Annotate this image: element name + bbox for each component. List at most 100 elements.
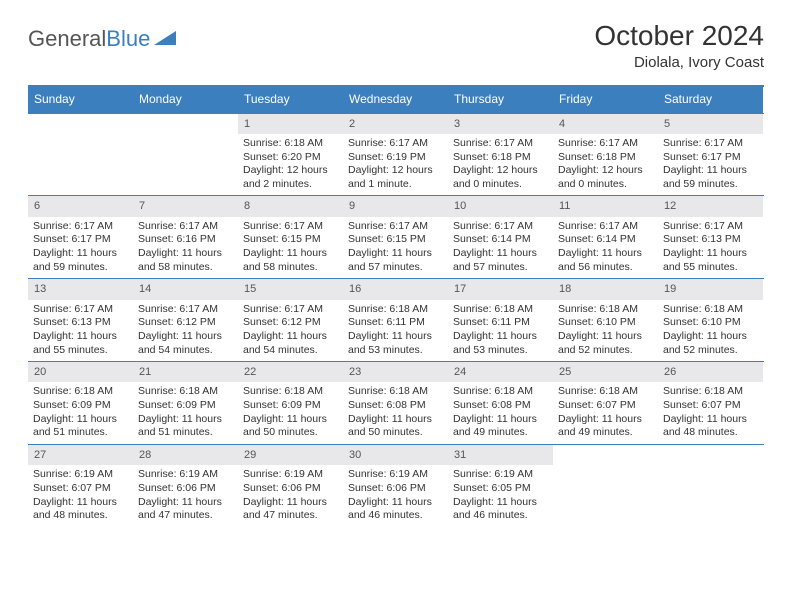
day-text-line: Daylight: 11 hours <box>138 496 233 510</box>
day-text-line: Sunrise: 6:18 AM <box>348 303 443 317</box>
day-text-line: Sunrise: 6:18 AM <box>243 385 338 399</box>
day-text-line: Sunset: 6:18 PM <box>453 151 548 165</box>
day-cell: Sunrise: 6:17 AMSunset: 6:18 PMDaylight:… <box>448 134 553 196</box>
day-text-line: Daylight: 11 hours <box>243 413 338 427</box>
day-text-line: Daylight: 11 hours <box>348 413 443 427</box>
day-number: 29 <box>238 445 343 465</box>
day-text-line: Sunset: 6:13 PM <box>663 233 758 247</box>
day-cell <box>553 465 658 527</box>
day-text-line: Daylight: 11 hours <box>33 247 128 261</box>
day-number: 27 <box>28 445 133 465</box>
day-cell: Sunrise: 6:17 AMSunset: 6:18 PMDaylight:… <box>553 134 658 196</box>
weekday-header-row: SundayMondayTuesdayWednesdayThursdayFrid… <box>28 87 764 113</box>
day-body-row: Sunrise: 6:17 AMSunset: 6:13 PMDaylight:… <box>28 300 764 362</box>
day-cell: Sunrise: 6:17 AMSunset: 6:12 PMDaylight:… <box>238 300 343 362</box>
day-text-line: and 53 minutes. <box>348 344 443 358</box>
day-text-line: Sunrise: 6:17 AM <box>348 220 443 234</box>
header: GeneralBlue October 2024 Diolala, Ivory … <box>28 20 764 71</box>
day-text-line: and 54 minutes. <box>138 344 233 358</box>
day-text-line: and 47 minutes. <box>243 509 338 523</box>
day-number: 7 <box>133 196 238 216</box>
day-cell: Sunrise: 6:17 AMSunset: 6:13 PMDaylight:… <box>28 300 133 362</box>
month-title: October 2024 <box>594 20 764 52</box>
day-text-line: and 58 minutes. <box>138 261 233 275</box>
day-text-line: Daylight: 11 hours <box>243 330 338 344</box>
day-cell: Sunrise: 6:18 AMSunset: 6:07 PMDaylight:… <box>553 382 658 444</box>
day-text-line: Sunrise: 6:18 AM <box>33 385 128 399</box>
daynum-row: 2728293031 <box>28 444 764 465</box>
day-body-row: Sunrise: 6:18 AMSunset: 6:09 PMDaylight:… <box>28 382 764 444</box>
day-text-line: Sunrise: 6:17 AM <box>453 137 548 151</box>
day-text-line: Sunrise: 6:17 AM <box>453 220 548 234</box>
day-text-line: Sunrise: 6:19 AM <box>348 468 443 482</box>
day-text-line: Sunrise: 6:17 AM <box>138 220 233 234</box>
day-text-line: and 50 minutes. <box>348 426 443 440</box>
day-text-line: and 46 minutes. <box>453 509 548 523</box>
day-cell: Sunrise: 6:18 AMSunset: 6:11 PMDaylight:… <box>448 300 553 362</box>
day-text-line: and 55 minutes. <box>33 344 128 358</box>
day-number: 11 <box>553 196 658 216</box>
day-text-line: Sunset: 6:13 PM <box>33 316 128 330</box>
day-text-line: Sunset: 6:12 PM <box>243 316 338 330</box>
day-text-line: Sunset: 6:09 PM <box>243 399 338 413</box>
day-text-line: Daylight: 11 hours <box>663 164 758 178</box>
day-text-line: Daylight: 11 hours <box>663 330 758 344</box>
day-text-line: Sunset: 6:18 PM <box>558 151 653 165</box>
day-cell: Sunrise: 6:18 AMSunset: 6:10 PMDaylight:… <box>658 300 763 362</box>
day-text-line: and 55 minutes. <box>663 261 758 275</box>
day-cell: Sunrise: 6:19 AMSunset: 6:07 PMDaylight:… <box>28 465 133 527</box>
day-cell: Sunrise: 6:19 AMSunset: 6:06 PMDaylight:… <box>133 465 238 527</box>
day-text-line: Daylight: 11 hours <box>243 247 338 261</box>
day-text-line: Daylight: 11 hours <box>33 330 128 344</box>
day-text-line: and 49 minutes. <box>558 426 653 440</box>
day-text-line: Daylight: 11 hours <box>138 330 233 344</box>
day-number: 18 <box>553 279 658 299</box>
day-text-line: Sunset: 6:11 PM <box>348 316 443 330</box>
day-text-line: Sunrise: 6:18 AM <box>663 303 758 317</box>
day-cell: Sunrise: 6:17 AMSunset: 6:14 PMDaylight:… <box>553 217 658 279</box>
day-number: 19 <box>658 279 763 299</box>
day-text-line: and 54 minutes. <box>243 344 338 358</box>
day-text-line: and 47 minutes. <box>138 509 233 523</box>
day-number <box>133 114 238 134</box>
day-text-line: and 51 minutes. <box>33 426 128 440</box>
day-text-line: and 1 minute. <box>348 178 443 192</box>
day-text-line: Sunset: 6:06 PM <box>243 482 338 496</box>
day-text-line: Daylight: 11 hours <box>453 247 548 261</box>
day-number: 12 <box>658 196 763 216</box>
daynum-row: 20212223242526 <box>28 361 764 382</box>
day-text-line: Sunrise: 6:17 AM <box>663 220 758 234</box>
day-text-line: Sunrise: 6:18 AM <box>348 385 443 399</box>
day-text-line: Sunrise: 6:19 AM <box>453 468 548 482</box>
calendar-grid: SundayMondayTuesdayWednesdayThursdayFrid… <box>28 85 764 527</box>
weekday-header: Saturday <box>658 87 763 113</box>
day-text-line: and 2 minutes. <box>243 178 338 192</box>
day-body-row: Sunrise: 6:17 AMSunset: 6:17 PMDaylight:… <box>28 217 764 279</box>
day-text-line: and 53 minutes. <box>453 344 548 358</box>
day-number: 2 <box>343 114 448 134</box>
day-number: 21 <box>133 362 238 382</box>
day-text-line: Sunrise: 6:17 AM <box>33 303 128 317</box>
day-cell: Sunrise: 6:18 AMSunset: 6:09 PMDaylight:… <box>28 382 133 444</box>
day-text-line: and 48 minutes. <box>33 509 128 523</box>
day-cell: Sunrise: 6:18 AMSunset: 6:10 PMDaylight:… <box>553 300 658 362</box>
day-text-line: Sunrise: 6:19 AM <box>33 468 128 482</box>
day-text-line: and 0 minutes. <box>558 178 653 192</box>
day-cell: Sunrise: 6:18 AMSunset: 6:11 PMDaylight:… <box>343 300 448 362</box>
day-text-line: Sunset: 6:09 PM <box>33 399 128 413</box>
weekday-header: Wednesday <box>343 87 448 113</box>
day-number: 6 <box>28 196 133 216</box>
day-text-line: Sunset: 6:16 PM <box>138 233 233 247</box>
day-text-line: and 57 minutes. <box>453 261 548 275</box>
day-cell: Sunrise: 6:18 AMSunset: 6:09 PMDaylight:… <box>238 382 343 444</box>
day-cell: Sunrise: 6:19 AMSunset: 6:05 PMDaylight:… <box>448 465 553 527</box>
day-text-line: and 59 minutes. <box>663 178 758 192</box>
daynum-row: 12345 <box>28 113 764 134</box>
day-text-line: and 57 minutes. <box>348 261 443 275</box>
day-text-line: Daylight: 11 hours <box>33 413 128 427</box>
day-text-line: Sunset: 6:17 PM <box>663 151 758 165</box>
daynum-row: 6789101112 <box>28 195 764 216</box>
day-text-line: and 58 minutes. <box>243 261 338 275</box>
day-text-line: Sunset: 6:07 PM <box>558 399 653 413</box>
day-text-line: Sunset: 6:15 PM <box>243 233 338 247</box>
